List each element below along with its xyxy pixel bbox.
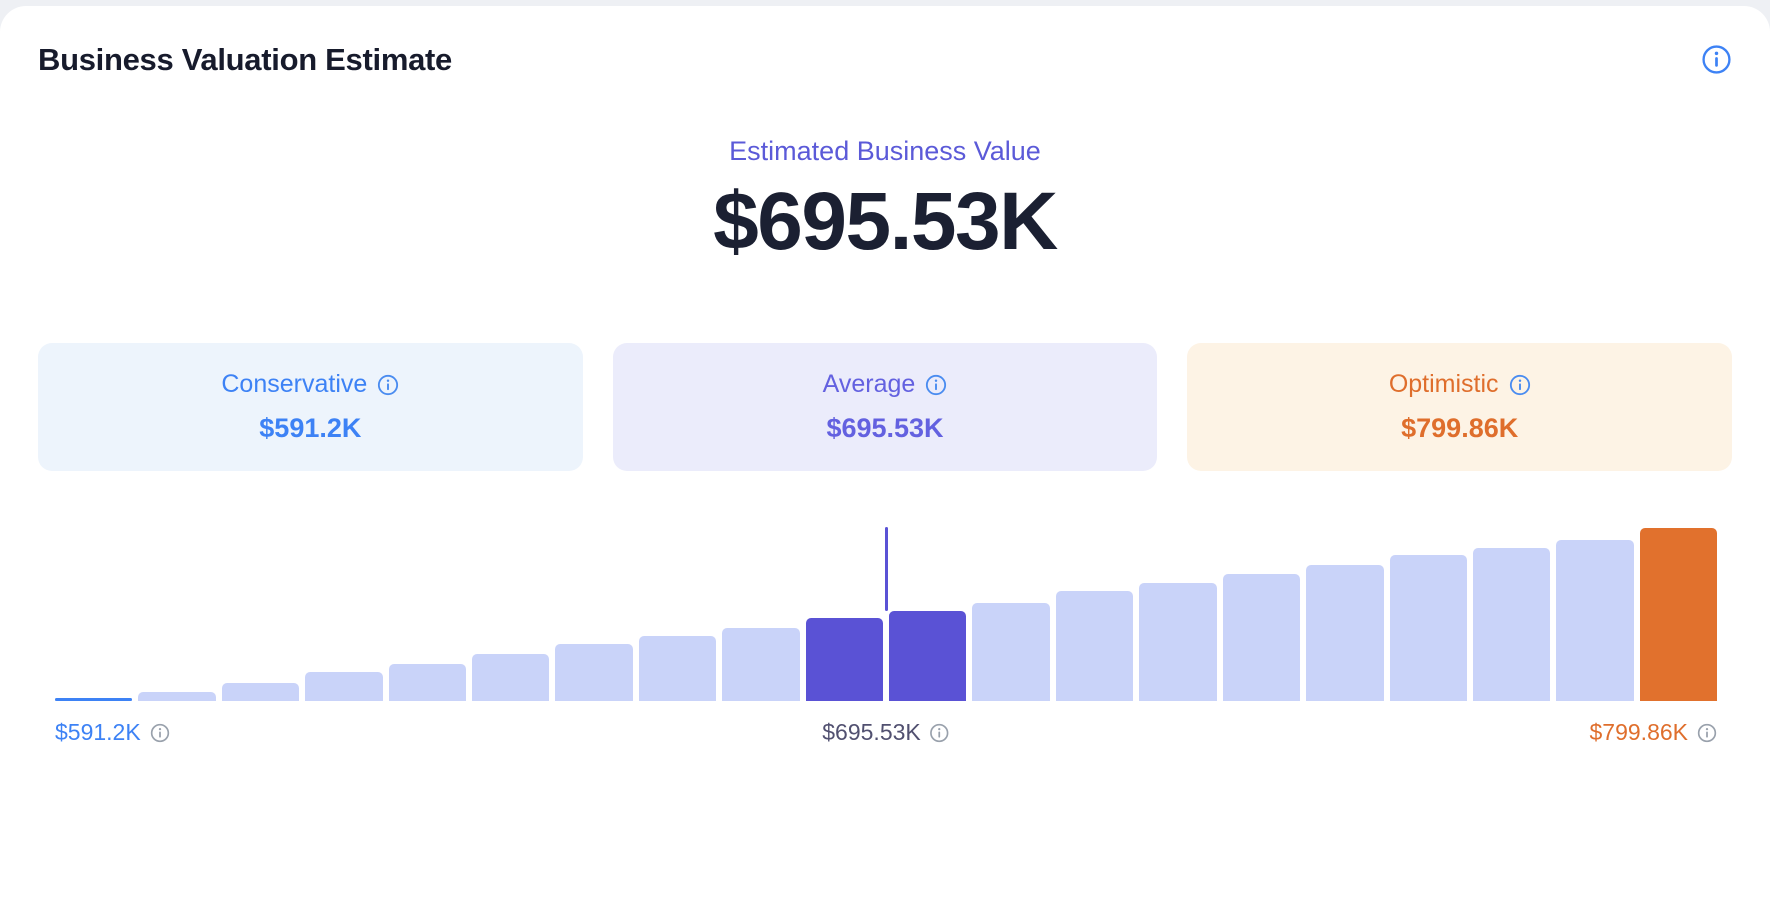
axis-mid: $695.53K <box>822 719 949 746</box>
histogram-bars <box>55 526 1718 701</box>
axis-min-value: $591.2K <box>55 719 141 745</box>
conservative-info-icon[interactable] <box>377 374 399 396</box>
page-title: Business Valuation Estimate <box>38 42 452 77</box>
conservative-label-row: Conservative <box>221 370 399 399</box>
axis-mid-value: $695.53K <box>822 719 921 745</box>
axis-labels: $591.2K $695.53K <box>55 719 1717 746</box>
histogram-bar[interactable] <box>972 603 1050 701</box>
histogram-bar[interactable] <box>1472 548 1551 701</box>
axis-min: $591.2K <box>55 719 170 746</box>
panel-info-icon[interactable] <box>1701 44 1732 75</box>
histogram-bar[interactable] <box>138 692 216 701</box>
estimate-block: Estimated Business Value $695.53K <box>38 136 1732 269</box>
optimistic-label: Optimistic <box>1388 370 1499 398</box>
estimated-value-label: Estimated Business Value <box>729 136 1041 166</box>
axis-max-value: $799.86K <box>1589 719 1688 745</box>
axis-min-info-icon[interactable] <box>150 723 170 743</box>
optimistic-value: $799.86K <box>1401 413 1519 443</box>
histogram-bar[interactable] <box>388 664 467 701</box>
axis-mid-info-icon[interactable] <box>930 723 950 743</box>
axis-max-info-icon[interactable] <box>1697 723 1717 743</box>
histogram-bar[interactable] <box>555 644 633 701</box>
average-marker-line <box>884 527 888 611</box>
conservative-label: Conservative <box>221 370 368 398</box>
histogram-bar[interactable] <box>1139 583 1217 701</box>
optimistic-label-row: Optimistic <box>1389 370 1531 399</box>
histogram-bar[interactable] <box>1639 528 1718 701</box>
valuation-panel: Business Valuation Estimate Estimated Bu… <box>0 6 1770 912</box>
histogram-bar[interactable] <box>805 618 884 701</box>
histogram-bar[interactable] <box>1222 574 1301 701</box>
average-info-icon[interactable] <box>925 374 947 396</box>
optimistic-info-icon[interactable] <box>1509 374 1531 396</box>
histogram-bar[interactable] <box>305 672 383 701</box>
estimated-value: $695.53K <box>713 176 1058 267</box>
average-card: Average $695.53K <box>612 343 1158 471</box>
histogram-bar[interactable] <box>638 636 717 701</box>
average-label-row: Average <box>823 370 948 399</box>
histogram-bar[interactable] <box>1389 555 1467 701</box>
histogram-bar[interactable] <box>1556 540 1634 701</box>
conservative-value: $591.2K <box>259 413 362 443</box>
panel-header: Business Valuation Estimate <box>38 42 1732 78</box>
valuation-histogram: $591.2K $695.53K <box>55 526 1718 746</box>
average-value: $695.53K <box>826 413 944 443</box>
conservative-card: Conservative $591.2K <box>38 343 583 471</box>
min-value-underline <box>55 698 133 701</box>
axis-max: $799.86K <box>1590 719 1717 746</box>
histogram-bar[interactable] <box>472 654 550 701</box>
histogram-bar[interactable] <box>1306 565 1384 701</box>
optimistic-card: Optimistic $799.86K <box>1187 343 1733 471</box>
scenario-cards-row: Conservative $591.2K Average <box>38 343 1733 471</box>
histogram-bar[interactable] <box>1055 591 1134 701</box>
histogram-bar[interactable] <box>221 683 300 701</box>
histogram-bar[interactable] <box>889 611 967 701</box>
average-label: Average <box>822 370 916 398</box>
histogram-bar[interactable] <box>722 628 800 701</box>
